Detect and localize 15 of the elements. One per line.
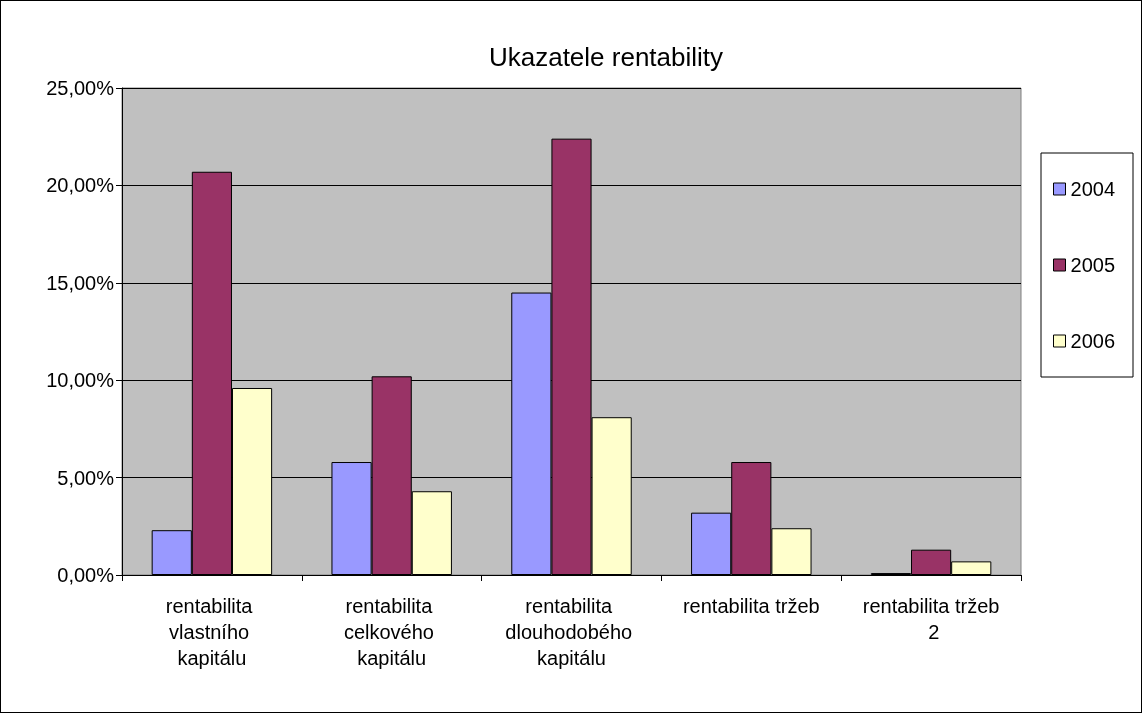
y-tick-label: 25,00% — [46, 77, 115, 99]
y-tick-label: 5,00% — [57, 466, 115, 489]
y-tick-label: 0,00% — [57, 564, 115, 586]
legend-label: 2005 — [1070, 254, 1116, 276]
x-tick-label: rentabilita tržeb — [682, 595, 820, 617]
x-tick-label: rentabilita vlastního kapitálu — [165, 595, 259, 669]
y-tick-label: 15,00% — [46, 271, 115, 294]
x-tick-label: rentabilita celkového kapitálu — [343, 595, 440, 669]
legend-label: 2004 — [1070, 178, 1116, 200]
y-tick-label: 20,00% — [46, 174, 115, 197]
y-tick-label: 10,00% — [46, 369, 115, 392]
legend-label: 2006 — [1070, 330, 1116, 352]
x-tick-label: rentabilita tržeb 2 — [862, 595, 1000, 643]
x-tick-label: rentabilita dlouhodobého kapitálu — [505, 595, 638, 669]
chart-title: Ukazatele rentability — [488, 42, 724, 72]
